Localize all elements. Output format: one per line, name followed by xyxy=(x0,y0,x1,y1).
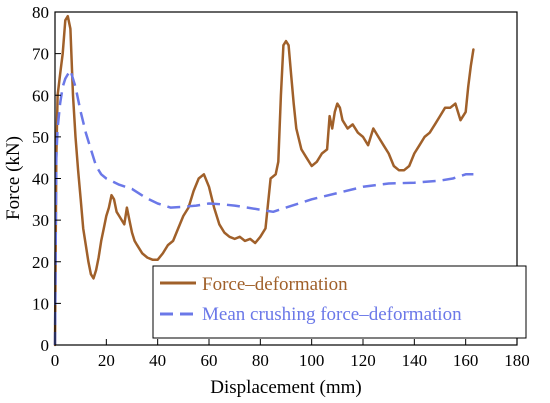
y-tick-label: 0 xyxy=(41,336,50,355)
x-tick-label: 120 xyxy=(350,351,376,370)
y-tick-label: 40 xyxy=(32,170,49,189)
x-tick-label: 20 xyxy=(98,351,115,370)
y-tick-label: 30 xyxy=(32,211,49,230)
legend-label-force-deformation: Force–deformation xyxy=(202,274,348,295)
x-tick-label: 180 xyxy=(504,351,530,370)
x-tick-label: 100 xyxy=(299,351,325,370)
x-tick-label: 140 xyxy=(402,351,428,370)
y-tick-label: 50 xyxy=(32,128,49,147)
legend-box xyxy=(152,265,527,339)
x-tick-label: 80 xyxy=(252,351,269,370)
y-tick-label: 80 xyxy=(32,3,49,22)
y-tick-label: 20 xyxy=(32,253,49,272)
x-tick-label: 60 xyxy=(201,351,218,370)
series-group xyxy=(53,14,475,347)
y-axis-ticks: 0 10 20 30 40 50 60 70 80 xyxy=(32,3,61,355)
x-axis-ticks: 0 20 40 60 80 100 120 140 160 180 xyxy=(51,339,530,370)
legend-label-mean-crushing: Mean crushing force–deformation xyxy=(202,304,462,325)
y-tick-label: 10 xyxy=(32,294,49,313)
x-axis-title: Displacement (mm) xyxy=(210,377,361,398)
x-tick-label: 40 xyxy=(149,351,166,370)
y-axis-title: Force (kN) xyxy=(3,136,24,220)
y-tick-label: 60 xyxy=(32,86,49,105)
series-line-mean-crushing-force xyxy=(53,69,474,346)
x-tick-label: 160 xyxy=(453,351,479,370)
legend: Force–deformation Mean crushing force–de… xyxy=(152,265,527,339)
series-line-force-deformation xyxy=(53,14,475,347)
y-tick-label: 70 xyxy=(32,45,49,64)
x-tick-label: 0 xyxy=(51,351,60,370)
